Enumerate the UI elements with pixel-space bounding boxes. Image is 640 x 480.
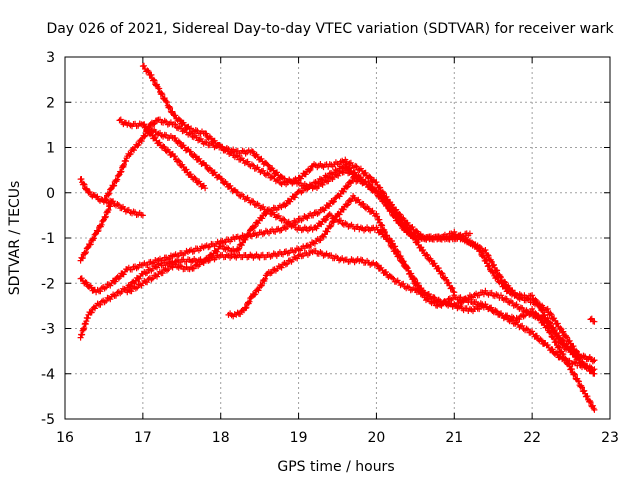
- chart-title: Day 026 of 2021, Sidereal Day-to-day VTE…: [46, 21, 614, 37]
- series-track-11: [587, 315, 598, 325]
- data-point-markers: [587, 315, 598, 325]
- x-tick-label: 21: [445, 430, 463, 446]
- data-point-markers: [139, 121, 209, 192]
- data-point-markers: [77, 176, 146, 219]
- data-point-markers: [139, 62, 598, 365]
- y-tick-label: 3: [46, 50, 55, 66]
- y-tick-label: 2: [46, 95, 55, 111]
- x-tick-label: 22: [523, 430, 541, 446]
- x-tick-label: 17: [134, 430, 152, 446]
- data-marks: [77, 62, 598, 413]
- y-tick-label: -4: [41, 367, 55, 383]
- y-tick-label: 0: [46, 186, 55, 202]
- series-track-10: [225, 247, 598, 374]
- x-tick-label: 18: [212, 430, 230, 446]
- series-track-8: [77, 198, 115, 264]
- data-point-markers: [124, 161, 473, 296]
- y-tick-label: 1: [46, 141, 55, 157]
- data-point-markers: [77, 198, 115, 264]
- x-tick-label: 16: [56, 430, 74, 446]
- y-tick-label: -5: [41, 412, 55, 428]
- y-axis-label: SDTVAR / TECUs: [7, 181, 23, 296]
- x-tick-label: 20: [368, 430, 386, 446]
- series-track-9: [124, 161, 473, 296]
- grid: [65, 57, 610, 419]
- series-track-3: [116, 116, 598, 413]
- series-track-5: [77, 176, 146, 219]
- series-track-4: [139, 62, 598, 365]
- data-point-markers: [225, 247, 598, 374]
- x-axis-label: GPS time / hours: [277, 459, 394, 475]
- series-track-7: [139, 121, 209, 192]
- data-point-markers: [116, 116, 598, 413]
- y-tick-label: -1: [41, 231, 55, 247]
- x-tick-label: 23: [601, 430, 619, 446]
- y-tick-label: -3: [41, 322, 55, 338]
- x-tick-label: 19: [290, 430, 308, 446]
- y-tick-label: -2: [41, 276, 55, 292]
